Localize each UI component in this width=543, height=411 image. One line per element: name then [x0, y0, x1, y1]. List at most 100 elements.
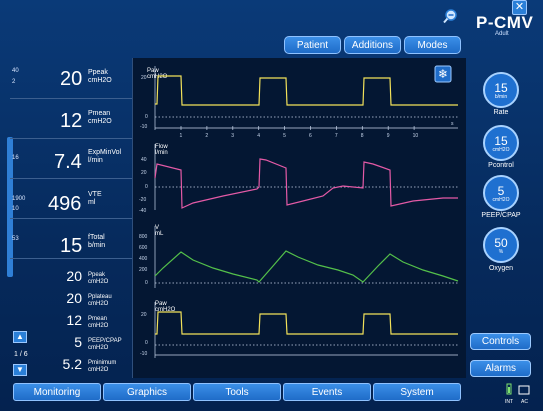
tick-label: 20	[141, 75, 147, 81]
control-value: 15	[494, 134, 508, 148]
control-value: 50	[494, 236, 508, 250]
param-label: ExpMinVol l/min	[88, 149, 122, 164]
monitored-parameters: 40 2 20 Ppeak cmH2O 12 Pmean cmH2O 16 7.4 …	[10, 58, 132, 378]
time-unit-label: s	[451, 121, 454, 127]
peep-control[interactable]: 5 cmH2O	[483, 175, 519, 211]
axis-label: Paw	[155, 301, 167, 307]
tick-label: 800	[139, 234, 148, 240]
tick-label: 0	[145, 114, 148, 120]
tick-label: 0	[145, 280, 148, 286]
time-tick-label: 3	[231, 133, 234, 139]
panel-drawer-handle[interactable]	[7, 137, 13, 277]
param-ppeak: 40 2 20 Ppeak cmH2O	[10, 58, 132, 99]
axis-label: l/min	[155, 150, 168, 156]
tick-label: 200	[139, 267, 148, 273]
tick-label: 400	[139, 256, 148, 262]
controls-button[interactable]: Controls	[470, 333, 531, 350]
param-label: Pminimum cmH2O	[88, 360, 117, 373]
alarm-limit-low: 10	[12, 206, 19, 212]
param-value: 20	[66, 290, 82, 306]
page-down-button[interactable]: ▼	[13, 364, 27, 376]
tab-modes[interactable]: Modes	[404, 36, 461, 54]
rate-control[interactable]: 15 b/min	[483, 72, 519, 108]
control-label: Oxygen	[488, 265, 514, 272]
param-label: Pplateau cmH2O	[88, 294, 112, 307]
small-param-peep: 5 PEEP/CPAP cmH2O	[10, 334, 130, 356]
flow-waveform	[154, 158, 458, 209]
param-value: 12	[66, 312, 82, 328]
status-ac: AC	[521, 399, 528, 405]
time-tick-label: 8	[361, 133, 364, 139]
param-value: 5.2	[62, 356, 82, 372]
axis-label: Paw	[147, 68, 159, 74]
control-label: Rate	[493, 109, 509, 116]
close-icon[interactable]: ✕	[512, 0, 527, 15]
param-value: 12	[60, 110, 83, 132]
tick-label: 20	[141, 170, 147, 176]
param-value: 496	[48, 193, 82, 215]
battery-icon: INT AC	[505, 383, 530, 405]
zoom-out-icon[interactable]	[443, 9, 458, 24]
freeze-icon[interactable]: ❄	[434, 65, 452, 83]
waveform-area: ❄ Paw cmH2O 20 0 -10 1 2 3 4 5 6 7 8 9 10 s Flow l…	[132, 58, 466, 378]
control-unit: %	[498, 249, 504, 255]
status-int: INT	[505, 399, 513, 405]
param-value: 20	[66, 268, 82, 284]
param-vte: 1900 10 496 VTE ml	[10, 178, 132, 219]
small-param-pmean: 12 Pmean cmH2O	[10, 312, 130, 334]
pcontrol-control[interactable]: 15 cmH2O	[483, 125, 519, 161]
control-unit: b/min	[494, 94, 508, 100]
tab-system[interactable]: System	[373, 383, 461, 401]
alarms-button[interactable]: Alarms	[470, 360, 531, 377]
small-param-ppeak: 20 Ppeak cmH2O	[10, 268, 130, 290]
tab-additions[interactable]: Additions	[344, 36, 401, 54]
time-tick-label: 7	[335, 133, 338, 139]
axis-label: mL	[155, 231, 164, 237]
time-tick-label: 4	[257, 133, 260, 139]
tick-label: 0	[145, 340, 148, 346]
tick-label: -20	[139, 197, 146, 203]
param-label: VTE ml	[88, 191, 102, 206]
alarm-limit-high: 53	[12, 236, 19, 242]
param-pmean: 12 Pmean cmH2O	[10, 98, 132, 139]
axis-label: V	[155, 225, 159, 231]
time-tick-label: 2	[205, 133, 208, 139]
alarm-limit-high: 1900	[12, 196, 26, 202]
param-value: 7.4	[54, 151, 82, 173]
tab-graphics[interactable]: Graphics	[103, 383, 191, 401]
axis-label: Flow	[155, 144, 168, 150]
param-value: 15	[60, 235, 83, 257]
oxygen-control[interactable]: 50 %	[483, 227, 519, 263]
axis-label: cmH2O	[147, 74, 168, 80]
alarm-limit-low: 2	[12, 79, 16, 85]
tab-monitoring[interactable]: Monitoring	[13, 383, 101, 401]
page-up-button[interactable]: ▲	[13, 331, 27, 343]
param-label: PEEP/CPAP cmH2O	[88, 338, 122, 351]
tick-label: 40	[141, 157, 147, 163]
tick-label: 0	[145, 184, 148, 190]
time-tick-label: 1	[180, 133, 183, 139]
svg-text:❄: ❄	[438, 67, 448, 81]
time-tick-label: 10	[413, 133, 419, 139]
small-param-pminimum: 5.2 Pminimum cmH2O	[10, 356, 130, 378]
pressure-waveform	[155, 75, 458, 106]
control-unit: cmH2O	[492, 147, 510, 153]
page-indicator: 1 / 6	[14, 351, 28, 358]
tick-label: 20	[141, 312, 147, 318]
paw-graph: Paw cmH2O 20 0 -10 1 2 3 4 5 6 7 8 9 10 s	[140, 66, 458, 139]
param-label: Pmean cmH2O	[88, 316, 109, 329]
tab-patient[interactable]: Patient	[284, 36, 341, 54]
time-tick-label: 6	[309, 133, 312, 139]
mode-title: P-CMV	[476, 13, 534, 32]
paw-graph-2: Paw cmH2O 20 0 -10	[140, 301, 458, 358]
small-param-pplateau: 20 Pplateau cmH2O	[10, 290, 130, 312]
tab-events[interactable]: Events	[283, 383, 371, 401]
tick-label: -10	[140, 124, 147, 130]
time-tick-label: 5	[283, 133, 286, 139]
tab-tools[interactable]: Tools	[193, 383, 281, 401]
power-status: INT AC	[505, 383, 535, 410]
patient-group: Adult	[495, 31, 509, 37]
waveform-graphs: ❄ Paw cmH2O 20 0 -10 1 2 3 4 5 6 7 8 9 10 s Flow l…	[139, 65, 459, 358]
flow-graph: Flow l/min 40 20 0 -20 -40	[139, 144, 458, 214]
param-expminvol: 16 7.4 ExpMinVol l/min	[10, 138, 132, 179]
